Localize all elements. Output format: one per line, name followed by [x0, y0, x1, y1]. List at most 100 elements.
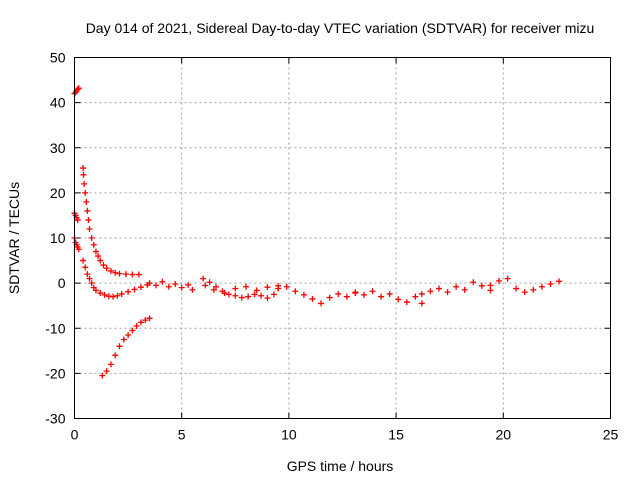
data-point [283, 283, 290, 290]
data-point [202, 282, 209, 289]
data-point [116, 343, 123, 350]
data-point [84, 207, 91, 214]
data-point [118, 290, 125, 297]
data-point [99, 372, 106, 379]
series-baseline-d [275, 283, 359, 307]
data-point [453, 283, 460, 290]
data-point [213, 283, 220, 290]
data-point [103, 368, 110, 375]
series-decay-lower [80, 257, 151, 300]
data-point [86, 275, 93, 282]
x-tick-label: 10 [281, 427, 297, 443]
data-point [137, 319, 144, 326]
data-point [335, 290, 342, 297]
grid-lines [74, 57, 611, 419]
data-point [412, 293, 419, 300]
data-point [86, 225, 93, 232]
data-point [556, 278, 563, 285]
y-tick-label: 30 [50, 140, 66, 156]
data-point [435, 285, 442, 292]
data-point [360, 291, 367, 298]
data-point [427, 288, 434, 295]
data-point [74, 86, 81, 93]
data-point [444, 289, 451, 296]
data-point [85, 216, 92, 223]
data-point [264, 295, 271, 302]
data-point [97, 257, 104, 264]
data-point [487, 282, 494, 289]
series-baseline-c [202, 282, 282, 297]
data-point [504, 275, 511, 282]
data-point [82, 189, 89, 196]
data-point [120, 336, 127, 343]
data-point [403, 299, 410, 306]
y-tick-label: 0 [58, 275, 66, 291]
data-point [221, 290, 228, 297]
data-point [258, 292, 265, 299]
data-point [547, 281, 554, 288]
data-point [88, 280, 95, 287]
x-tick-label: 15 [388, 427, 404, 443]
data-point [418, 300, 425, 307]
data-point [225, 291, 232, 298]
data-point [88, 235, 95, 241]
data-point [146, 315, 153, 322]
y-tick-label: -10 [45, 320, 65, 336]
data-point [245, 293, 252, 300]
data-point [84, 271, 91, 278]
data-point [80, 171, 87, 178]
data-point [352, 289, 359, 296]
data-point [97, 290, 104, 297]
data-point [418, 290, 425, 297]
data-point [178, 284, 185, 291]
series-descending-arc [99, 315, 153, 379]
x-axis-label: GPS time / hours [287, 458, 394, 474]
y-tick-label: 20 [50, 185, 66, 201]
data-point [318, 300, 325, 307]
data-point [343, 293, 350, 300]
data-point [395, 296, 402, 303]
data-point [496, 277, 503, 284]
data-point [165, 283, 172, 290]
data-point [538, 283, 545, 290]
plot-frame [74, 57, 611, 419]
data-point [142, 317, 149, 324]
series-early-spike [71, 85, 82, 97]
data-point [369, 288, 376, 295]
data-point [116, 270, 123, 277]
series-baseline-f [418, 279, 494, 297]
data-point [253, 287, 260, 294]
data-point [172, 281, 179, 288]
series-baseline-e [352, 288, 425, 307]
data-point [292, 288, 299, 295]
data-point [478, 282, 485, 289]
data-point [152, 282, 159, 289]
data-point [83, 198, 90, 205]
data-point [110, 293, 117, 300]
data-point [129, 327, 136, 334]
data-point [238, 294, 245, 301]
data-point [74, 216, 81, 223]
data-point [264, 284, 271, 291]
y-tick-label: 40 [50, 95, 66, 111]
data-point [159, 278, 166, 285]
x-tick-label: 25 [603, 427, 619, 443]
data-point [200, 275, 207, 282]
data-point [125, 332, 132, 339]
data-point [125, 288, 132, 295]
data-point [470, 279, 477, 286]
data-point [513, 285, 520, 292]
data-point [206, 279, 213, 286]
data-point [133, 322, 140, 329]
data-point [378, 293, 385, 300]
data-point [135, 271, 142, 278]
series-baseline-b [200, 275, 277, 302]
data-point [232, 292, 239, 299]
data-point [275, 285, 282, 292]
y-tick-label: -30 [45, 411, 65, 427]
series-early-clusters [71, 210, 82, 253]
data-point [185, 281, 192, 288]
data-point [103, 265, 110, 272]
y-tick-label: -20 [45, 365, 65, 381]
